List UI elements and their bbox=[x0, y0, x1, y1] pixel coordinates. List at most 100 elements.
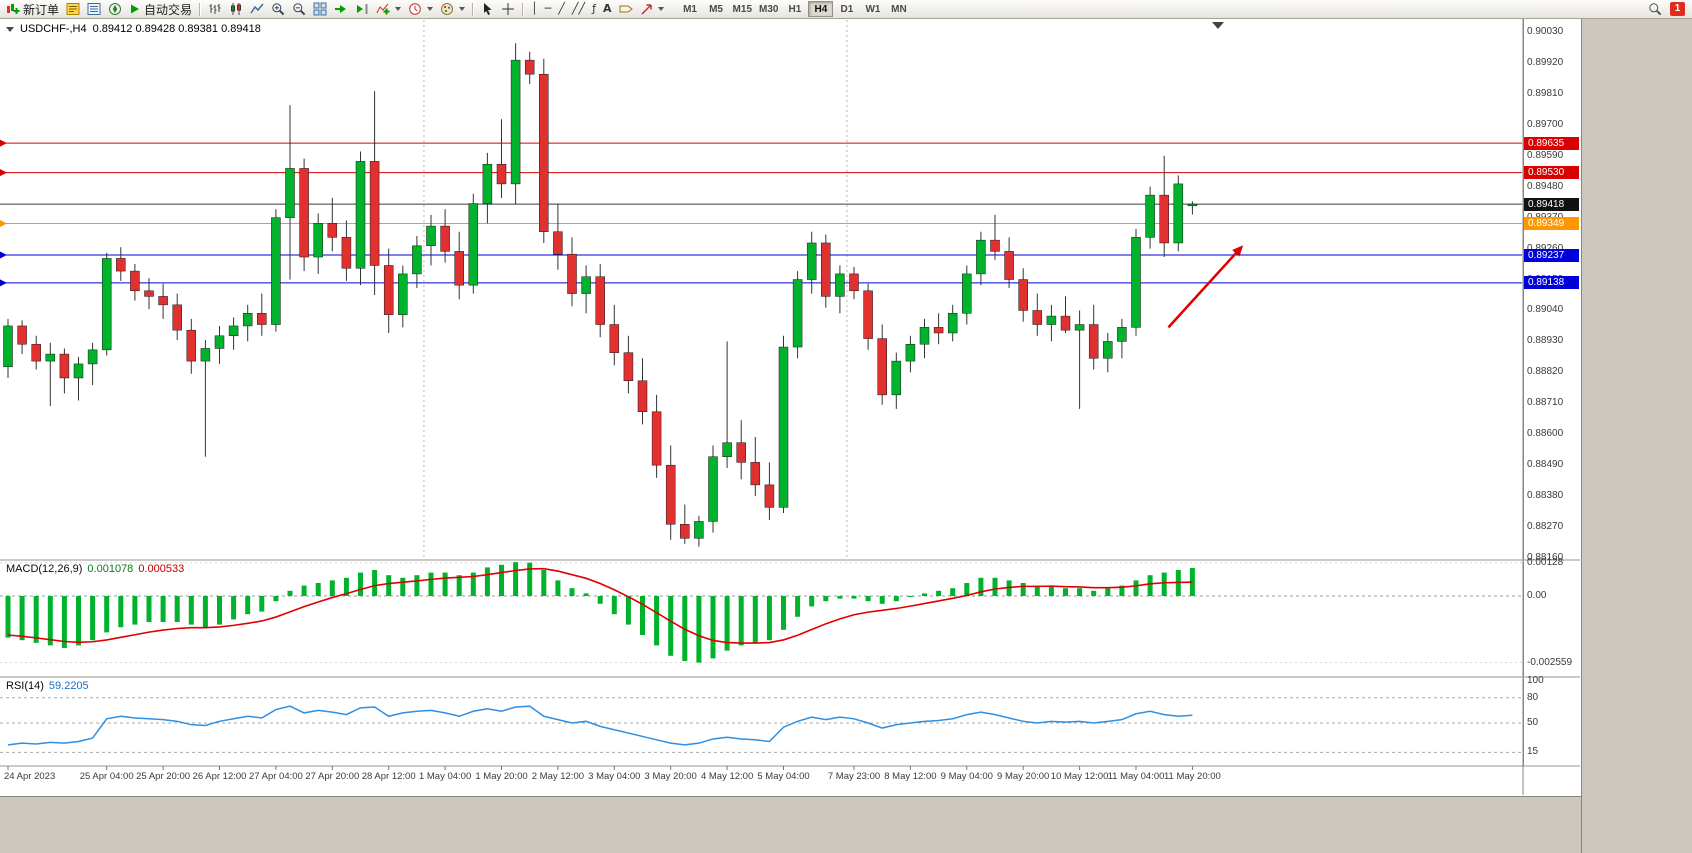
auto-trading-icon bbox=[131, 4, 140, 14]
symbol-period: USDCHF-,H4 bbox=[20, 23, 87, 35]
periods-button[interactable] bbox=[405, 1, 436, 18]
navigator-button[interactable] bbox=[105, 1, 125, 18]
cursor-tool-button[interactable] bbox=[478, 1, 497, 18]
time-label: 27 Apr 20:00 bbox=[305, 771, 360, 782]
text-label-tool-button[interactable] bbox=[616, 1, 636, 18]
price-tick-label: 0.89810 bbox=[1527, 87, 1564, 99]
channel-tool-button[interactable]: ╱╱ bbox=[569, 1, 588, 18]
line-chart-icon bbox=[250, 3, 264, 14]
dropdown-caret bbox=[657, 7, 664, 11]
zoom-out-icon bbox=[293, 3, 306, 16]
timeframe-button-M5[interactable]: M5 bbox=[704, 1, 729, 17]
clock-icon bbox=[409, 3, 421, 15]
new-order-label: 新订单 bbox=[23, 2, 60, 17]
timeframe-button-MN[interactable]: MN bbox=[886, 1, 911, 17]
rsi-level-label: 50 bbox=[1527, 717, 1539, 728]
macd-name: MACD(12,26,9) bbox=[6, 563, 83, 575]
arrows-tool-button[interactable] bbox=[637, 1, 667, 18]
price-tick-label: 0.88270 bbox=[1527, 521, 1564, 533]
time-label: 4 May 12:00 bbox=[700, 771, 754, 782]
chart-shift-button[interactable] bbox=[352, 1, 372, 18]
toolbar: 新订单 自动交易 bbox=[0, 0, 1692, 19]
price-tick-label: 0.89040 bbox=[1527, 304, 1564, 316]
dropdown-caret bbox=[427, 7, 434, 11]
fibonacci-tool-button[interactable]: ƒ bbox=[589, 1, 599, 18]
text-tool-button[interactable]: A bbox=[600, 1, 615, 18]
auto-scroll-button[interactable] bbox=[331, 1, 351, 18]
price-line-box: 0.89635 bbox=[1524, 136, 1579, 150]
crosshair-icon bbox=[502, 3, 515, 15]
label-icon bbox=[619, 5, 633, 13]
one-click-trading-icon[interactable] bbox=[6, 26, 14, 32]
price-tick-label: 0.89480 bbox=[1527, 180, 1564, 192]
macd-main-value: 0.001078 bbox=[87, 563, 134, 575]
indicators-button[interactable] bbox=[373, 1, 404, 18]
price-tick-label: 0.89260 bbox=[1527, 243, 1563, 254]
chart-canvas[interactable] bbox=[0, 0, 1581, 796]
crosshair-tool-button[interactable] bbox=[498, 1, 518, 18]
bar-chart-type-button[interactable] bbox=[205, 1, 225, 18]
timeframe-button-H4[interactable]: H4 bbox=[808, 1, 834, 17]
ohlc-readout: 0.89412 0.89428 0.89381 0.89418 bbox=[92, 23, 261, 35]
workspace-background bbox=[1581, 19, 1692, 853]
auto-trading-button[interactable]: 自动交易 bbox=[126, 1, 195, 18]
price-tick-label: 0.89920 bbox=[1527, 56, 1564, 68]
notification-badge[interactable]: 1 bbox=[1670, 2, 1685, 16]
rsi-level-label: 15 bbox=[1527, 746, 1539, 758]
fibonacci-icon: ƒ bbox=[592, 2, 597, 15]
tile-windows-button[interactable] bbox=[310, 1, 330, 18]
price-line-box: 0.89530 bbox=[1524, 166, 1579, 180]
zoom-out-button[interactable] bbox=[289, 1, 309, 18]
market-watch-button[interactable] bbox=[63, 1, 83, 18]
time-axis[interactable] bbox=[0, 767, 1580, 795]
time-label: 27 Apr 04:00 bbox=[248, 771, 303, 782]
timeframe-button-D1[interactable]: D1 bbox=[834, 1, 859, 17]
price-tick-label: 0.88930 bbox=[1527, 335, 1564, 347]
data-window-button[interactable] bbox=[84, 1, 104, 18]
time-label: 8 May 12:00 bbox=[884, 771, 937, 782]
time-label: 9 May 20:00 bbox=[997, 771, 1050, 782]
time-label: 7 May 23:00 bbox=[827, 771, 881, 782]
new-order-button[interactable]: 新订单 bbox=[3, 1, 62, 18]
vertical-line-icon: │ bbox=[531, 2, 538, 15]
price-tick-label: 0.90030 bbox=[1527, 26, 1564, 37]
search-button[interactable] bbox=[1645, 1, 1665, 18]
price-tick-label: 0.88380 bbox=[1527, 490, 1564, 502]
time-label: 10 May 12:00 bbox=[1050, 771, 1109, 782]
trendline-tool-button[interactable]: ╱ bbox=[555, 1, 568, 18]
timeframe-button-M30[interactable]: M30 bbox=[756, 1, 781, 17]
timeframe-button-M1[interactable]: M1 bbox=[678, 1, 703, 17]
toolbar-separator bbox=[522, 2, 525, 16]
macd-axis-label: -0.002559 bbox=[1527, 656, 1573, 668]
rsi-name: RSI(14) bbox=[6, 680, 44, 692]
indicators-icon bbox=[376, 3, 390, 15]
zoom-in-icon bbox=[272, 3, 285, 16]
toolbar-right-group: 1 bbox=[1645, 1, 1689, 18]
market-watch-icon bbox=[66, 3, 80, 15]
data-window-icon bbox=[87, 3, 101, 15]
search-icon bbox=[1649, 3, 1662, 16]
macd-label: MACD(12,26,9) 0.001078 0.000533 bbox=[6, 563, 184, 575]
macd-axis-label: 0.00 bbox=[1527, 590, 1547, 601]
timeframe-button-W1[interactable]: W1 bbox=[860, 1, 885, 17]
toolbar-separator bbox=[199, 2, 202, 16]
price-tick-label: 0.88160 bbox=[1527, 552, 1564, 563]
horizontal-line-tool-button[interactable]: ─ bbox=[542, 1, 555, 18]
zoom-in-button[interactable] bbox=[268, 1, 288, 18]
timeframe-button-M15[interactable]: M15 bbox=[730, 1, 755, 17]
timeframe-button-H1[interactable]: H1 bbox=[782, 1, 807, 17]
vertical-line-tool-button[interactable]: │ bbox=[528, 1, 541, 18]
price-line-box: 0.89138 bbox=[1524, 276, 1579, 290]
new-order-icon bbox=[7, 4, 20, 14]
price-tick-label: 0.89590 bbox=[1527, 149, 1564, 161]
chart-shift-icon bbox=[357, 4, 368, 14]
templates-button[interactable] bbox=[437, 1, 468, 18]
price-tick-label: 0.89700 bbox=[1527, 118, 1564, 130]
line-chart-type-button[interactable] bbox=[247, 1, 267, 18]
rsi-label: RSI(14) 59.2205 bbox=[6, 680, 89, 692]
time-label: 1 May 20:00 bbox=[475, 771, 528, 782]
candlestick-chart-type-button[interactable] bbox=[226, 1, 246, 18]
time-label: 11 May 04:00 bbox=[1107, 771, 1165, 782]
time-label: 24 Apr 2023 bbox=[4, 771, 56, 782]
